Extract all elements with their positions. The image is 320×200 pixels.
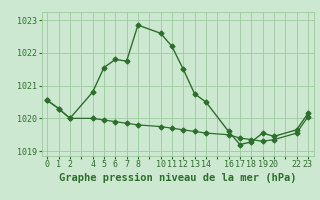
X-axis label: Graphe pression niveau de la mer (hPa): Graphe pression niveau de la mer (hPa) <box>59 173 296 183</box>
